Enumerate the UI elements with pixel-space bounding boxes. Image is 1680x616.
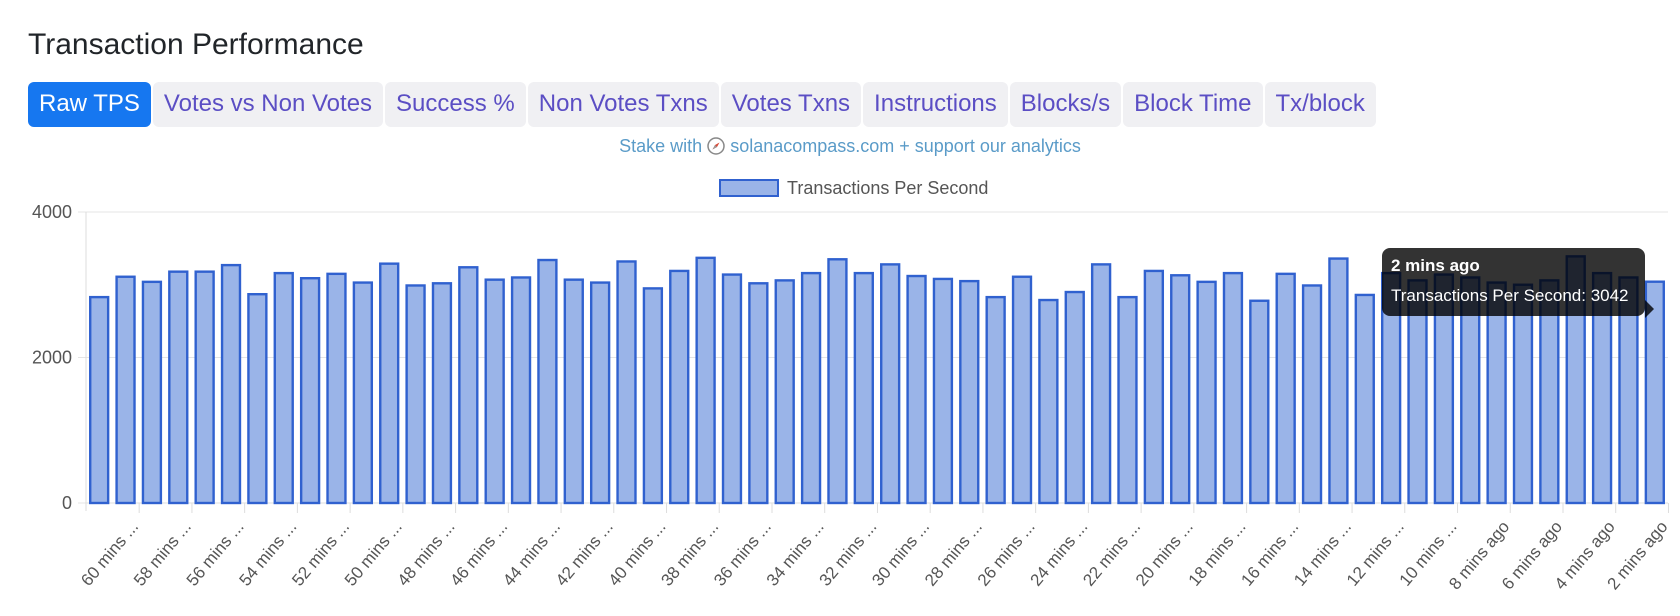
bar[interactable] [510, 276, 532, 505]
chart-legend[interactable]: Transactions Per Second [719, 178, 988, 198]
promo-prefix: Stake with [619, 136, 703, 156]
legend-swatch [719, 179, 779, 197]
stake-promo[interactable]: Stake with solanacompass.com + support o… [0, 136, 1680, 160]
bar[interactable] [1328, 257, 1349, 505]
tab-votes-vs-non-votes[interactable]: Votes vs Non Votes [152, 82, 384, 127]
y-tick-label: 4000 [32, 202, 72, 222]
chart-tooltip: 2 mins ago Transactions Per Second: 3042 [1382, 248, 1654, 318]
bar[interactable] [220, 263, 242, 505]
tooltip-body: Transactions Per Second: 3042 [1391, 286, 1629, 305]
bar[interactable] [1117, 295, 1138, 505]
tab-votes-txns[interactable]: Votes Txns [720, 82, 862, 127]
bar[interactable] [352, 281, 374, 505]
bar[interactable] [1354, 293, 1375, 505]
bar[interactable] [880, 263, 901, 505]
bar[interactable] [1011, 275, 1033, 505]
legend-label: Transactions Per Second [787, 178, 988, 198]
bar[interactable] [1064, 290, 1085, 505]
bar[interactable] [1196, 280, 1217, 505]
bar[interactable] [959, 279, 980, 505]
tab-success-percent[interactable]: Success % [385, 82, 526, 127]
y-tick-labels: 0 2000 4000 [32, 202, 72, 513]
bar[interactable] [326, 272, 347, 505]
tooltip-caret [1645, 300, 1654, 318]
bar[interactable] [1301, 284, 1323, 505]
bar[interactable] [115, 275, 136, 505]
bar[interactable] [379, 262, 400, 505]
y-tick-label: 2000 [32, 348, 72, 368]
tooltip-title: 2 mins ago [1391, 256, 1480, 275]
bar[interactable] [748, 282, 769, 505]
tab-raw-tps[interactable]: Raw TPS [28, 82, 151, 127]
chart-bars[interactable] [89, 255, 1665, 505]
bar[interactable] [853, 271, 874, 505]
bar[interactable] [642, 287, 664, 505]
bar[interactable] [906, 274, 927, 505]
bar[interactable] [774, 279, 795, 505]
bar[interactable] [1512, 283, 1534, 505]
bar[interactable] [194, 270, 215, 505]
bar[interactable] [800, 271, 822, 505]
bar[interactable] [273, 271, 294, 505]
bar[interactable] [431, 282, 453, 505]
bar[interactable] [669, 269, 690, 505]
bar[interactable] [721, 273, 743, 505]
bar[interactable] [537, 258, 558, 505]
bar[interactable] [299, 277, 321, 505]
bar[interactable] [1222, 271, 1244, 505]
bar[interactable] [1170, 274, 1191, 505]
bar[interactable] [695, 256, 716, 505]
bar[interactable] [89, 295, 110, 505]
bar[interactable] [985, 295, 1006, 505]
bar[interactable] [932, 277, 954, 505]
bar[interactable] [827, 258, 848, 505]
x-tick-labels: 60 mins ...58 mins ...56 mins ...54 mins… [77, 503, 1672, 593]
tab-blocks-per-second[interactable]: Blocks/s [1009, 82, 1122, 127]
page-title: Transaction Performance [28, 28, 364, 61]
bar[interactable] [1038, 298, 1059, 505]
bar[interactable] [1090, 263, 1112, 505]
bar[interactable] [247, 293, 268, 505]
bar[interactable] [616, 260, 637, 505]
bar[interactable] [589, 281, 611, 505]
bar[interactable] [1249, 299, 1270, 505]
promo-link[interactable]: solanacompass.com + support our analytic… [730, 136, 1081, 156]
tab-non-votes-txns[interactable]: Non Votes Txns [527, 82, 719, 127]
compass-icon [707, 137, 725, 160]
y-tick-label: 0 [62, 493, 72, 513]
bar[interactable] [458, 266, 479, 505]
bar[interactable] [563, 278, 584, 505]
tab-instructions[interactable]: Instructions [863, 82, 1008, 127]
bar[interactable] [1143, 269, 1165, 505]
bar[interactable] [484, 278, 505, 505]
bar[interactable] [405, 284, 426, 505]
bar[interactable] [1644, 280, 1665, 505]
bar[interactable] [141, 280, 163, 505]
tab-tx-per-block[interactable]: Tx/block [1264, 82, 1376, 127]
chart-tabs: Raw TPS Votes vs Non Votes Success % Non… [28, 82, 1376, 127]
bar[interactable] [168, 270, 189, 505]
bar[interactable] [1275, 272, 1296, 505]
tab-block-time[interactable]: Block Time [1123, 82, 1263, 127]
